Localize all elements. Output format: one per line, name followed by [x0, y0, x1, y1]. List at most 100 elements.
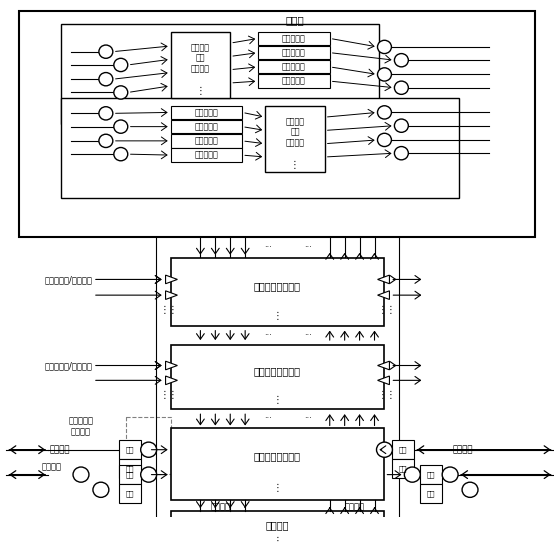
Text: 波带交叉连接矩阵: 波带交叉连接矩阵 — [254, 367, 301, 376]
Text: 波长转换器: 波长转换器 — [282, 62, 306, 71]
Circle shape — [140, 467, 157, 482]
Circle shape — [376, 442, 392, 457]
Circle shape — [377, 40, 391, 54]
Text: 耦合: 耦合 — [399, 465, 407, 472]
Circle shape — [93, 482, 109, 497]
Bar — [61, 24, 380, 124]
Bar — [420, 484, 442, 503]
Text: 分路: 分路 — [125, 471, 134, 478]
Bar — [61, 98, 459, 198]
Text: 控制信道: 控制信道 — [210, 503, 230, 512]
Circle shape — [114, 148, 128, 161]
Text: 转换池: 转换池 — [285, 15, 304, 26]
Text: ···: ··· — [304, 244, 312, 252]
Bar — [19, 11, 534, 237]
Text: 控制波分下
插入模块: 控制波分下 插入模块 — [68, 417, 93, 436]
Text: ⋮: ⋮ — [377, 389, 387, 400]
Text: 控制信道: 控制信道 — [345, 503, 365, 512]
Text: ⋮: ⋮ — [386, 389, 395, 400]
Polygon shape — [165, 275, 178, 284]
Bar — [119, 465, 140, 484]
Text: 波长连接
交叉
转换矩阵: 波长连接 交叉 转换矩阵 — [191, 43, 210, 73]
Text: ⋮: ⋮ — [377, 305, 387, 315]
Bar — [258, 31, 330, 45]
Bar — [170, 345, 385, 409]
Circle shape — [462, 482, 478, 497]
Circle shape — [99, 45, 113, 58]
Text: 波长交叉连接矩阵: 波长交叉连接矩阵 — [254, 281, 301, 291]
Text: ⋮: ⋮ — [273, 483, 282, 493]
Polygon shape — [377, 376, 390, 384]
Circle shape — [114, 58, 128, 72]
Text: ⋮: ⋮ — [273, 311, 282, 321]
Bar — [420, 465, 442, 484]
Polygon shape — [377, 361, 390, 370]
Text: ···: ··· — [304, 414, 312, 424]
Bar — [392, 459, 415, 478]
Polygon shape — [377, 275, 390, 284]
Text: ···: ··· — [304, 331, 312, 340]
Bar — [170, 134, 242, 148]
Bar — [170, 257, 385, 326]
Circle shape — [377, 68, 391, 81]
Text: ⋮: ⋮ — [273, 536, 282, 543]
Bar — [265, 106, 325, 172]
Circle shape — [395, 119, 408, 132]
Text: 耦合: 耦合 — [427, 490, 436, 497]
Circle shape — [99, 73, 113, 86]
Text: 波长转换器: 波长转换器 — [194, 122, 218, 131]
Text: 控制模块: 控制模块 — [266, 520, 289, 530]
Text: 波长转换器: 波长转换器 — [282, 48, 306, 57]
Polygon shape — [377, 291, 390, 299]
Bar — [258, 74, 330, 88]
Polygon shape — [165, 361, 178, 370]
Circle shape — [377, 133, 391, 147]
Text: ⋮: ⋮ — [386, 305, 395, 315]
Text: ⋮: ⋮ — [168, 389, 178, 400]
Text: 波长连接
交叉
转换矩阵: 波长连接 交叉 转换矩阵 — [285, 117, 304, 147]
Circle shape — [99, 134, 113, 148]
Circle shape — [395, 54, 408, 67]
Circle shape — [377, 106, 391, 119]
Bar — [170, 148, 242, 162]
Text: 光环形器: 光环形器 — [41, 463, 61, 471]
Circle shape — [442, 467, 458, 482]
Text: 波带复用器/解复用器: 波带复用器/解复用器 — [45, 361, 93, 370]
Text: ···: ··· — [264, 244, 272, 252]
Bar — [126, 417, 170, 474]
Bar — [258, 60, 330, 73]
Circle shape — [114, 86, 128, 99]
Text: ···: ··· — [264, 414, 272, 424]
Text: 第二光纤: 第二光纤 — [452, 445, 473, 454]
Circle shape — [99, 107, 113, 120]
Circle shape — [405, 467, 420, 482]
Text: 波长转换器: 波长转换器 — [194, 136, 218, 146]
Text: 波长转换器: 波长转换器 — [194, 108, 218, 117]
Bar — [170, 106, 242, 119]
Bar — [170, 428, 385, 500]
Polygon shape — [165, 291, 178, 299]
Bar — [392, 440, 415, 459]
Bar — [170, 31, 230, 98]
Text: 第一光纤: 第一光纤 — [49, 445, 69, 454]
Circle shape — [140, 442, 157, 457]
Text: ⋮: ⋮ — [195, 86, 205, 96]
Text: 波长转换器: 波长转换器 — [282, 77, 306, 86]
Circle shape — [73, 467, 89, 482]
Bar — [170, 120, 242, 133]
Text: 波长转换器: 波长转换器 — [282, 34, 306, 43]
Circle shape — [395, 147, 408, 160]
Bar — [258, 46, 330, 59]
Text: ⋮: ⋮ — [273, 395, 282, 405]
Text: 分路: 分路 — [399, 446, 407, 453]
Bar — [119, 459, 140, 478]
Bar — [119, 484, 140, 503]
Text: 光纤交叉连接矩阵: 光纤交叉连接矩阵 — [254, 451, 301, 462]
Circle shape — [114, 120, 128, 133]
Text: 分路: 分路 — [427, 471, 436, 478]
Text: ⋮: ⋮ — [160, 305, 169, 315]
Polygon shape — [165, 376, 178, 384]
Circle shape — [395, 81, 408, 94]
Text: 耦合: 耦合 — [125, 490, 134, 497]
Text: 分路: 分路 — [125, 446, 134, 453]
